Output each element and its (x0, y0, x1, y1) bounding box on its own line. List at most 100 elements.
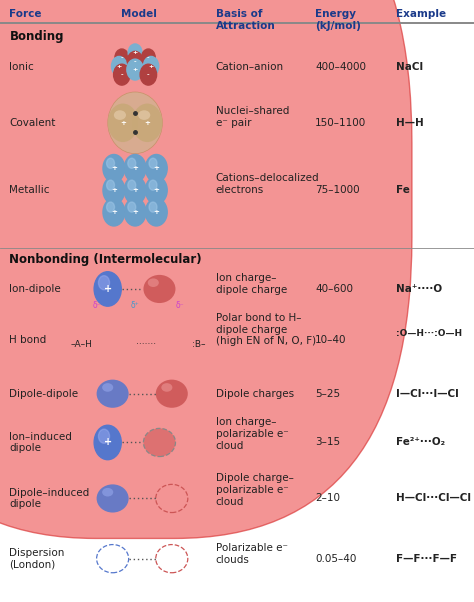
Ellipse shape (138, 110, 150, 120)
Text: H—Cl···Cl—Cl: H—Cl···Cl—Cl (396, 494, 471, 503)
Text: Ion charge–
polarizable e⁻
cloud: Ion charge– polarizable e⁻ cloud (216, 417, 288, 451)
Text: 400–4000: 400–4000 (315, 63, 366, 72)
Ellipse shape (161, 383, 173, 392)
Text: +: + (117, 64, 122, 69)
Text: Ion-dipole: Ion-dipole (9, 284, 61, 294)
Ellipse shape (108, 92, 163, 154)
Ellipse shape (102, 488, 113, 497)
Text: Cations–delocalized
electrons: Cations–delocalized electrons (216, 173, 319, 195)
Circle shape (94, 272, 121, 306)
Circle shape (128, 44, 142, 61)
Text: Polarizable e⁻
clouds: Polarizable e⁻ clouds (216, 543, 288, 565)
Text: NaCl: NaCl (396, 63, 423, 72)
Circle shape (146, 155, 167, 182)
Text: +: + (154, 166, 159, 172)
Text: Model: Model (121, 9, 157, 19)
Text: Metallic: Metallic (9, 185, 50, 195)
Text: +: + (148, 64, 154, 69)
Circle shape (140, 64, 156, 85)
Circle shape (107, 202, 115, 212)
Text: Energy
(kJ/mol): Energy (kJ/mol) (315, 9, 361, 31)
Text: Dipole charges: Dipole charges (216, 389, 294, 399)
Circle shape (149, 202, 157, 212)
Circle shape (146, 198, 167, 226)
Circle shape (103, 176, 125, 204)
FancyBboxPatch shape (0, 0, 412, 538)
Ellipse shape (97, 380, 128, 408)
Text: +: + (104, 438, 112, 447)
Circle shape (146, 176, 167, 204)
Text: -: - (134, 58, 137, 64)
Text: +: + (132, 67, 138, 72)
Text: 10–40: 10–40 (315, 335, 346, 344)
Text: -: - (120, 72, 123, 77)
Text: 0.05–40: 0.05–40 (315, 554, 356, 563)
Text: H bond: H bond (9, 335, 47, 344)
Ellipse shape (156, 380, 188, 408)
Text: +: + (144, 120, 150, 126)
Text: Dipole-dipole: Dipole-dipole (9, 389, 79, 399)
Text: :B–: :B– (192, 340, 206, 349)
Text: Dipole–induced
dipole: Dipole–induced dipole (9, 488, 90, 509)
Text: Ion charge–
dipole charge: Ion charge– dipole charge (216, 273, 287, 295)
Circle shape (124, 176, 146, 204)
Circle shape (128, 158, 136, 169)
Text: Nonbonding (Intermolecular): Nonbonding (Intermolecular) (9, 253, 202, 267)
Ellipse shape (108, 104, 138, 142)
Circle shape (141, 49, 155, 67)
Text: I—Cl···I—Cl: I—Cl···I—Cl (396, 389, 458, 399)
Text: +: + (111, 166, 117, 172)
Text: Na⁺····O: Na⁺····O (396, 284, 442, 294)
Text: +: + (132, 166, 138, 172)
Text: -: - (147, 72, 150, 77)
Ellipse shape (114, 110, 126, 120)
Text: +: + (132, 187, 138, 193)
Ellipse shape (144, 275, 175, 303)
Text: Dipole charge–
polarizable e⁻
cloud: Dipole charge– polarizable e⁻ cloud (216, 473, 293, 507)
Circle shape (94, 425, 121, 460)
Text: -: - (120, 55, 123, 60)
Ellipse shape (148, 278, 159, 287)
Circle shape (99, 276, 109, 290)
Text: 5–25: 5–25 (315, 389, 340, 399)
Circle shape (99, 429, 109, 443)
Text: δ⁺: δ⁺ (130, 302, 139, 310)
Text: +: + (154, 209, 159, 215)
Text: F—F···F—F: F—F···F—F (396, 554, 457, 563)
Circle shape (107, 180, 115, 190)
Circle shape (103, 155, 125, 182)
Text: +: + (132, 50, 138, 55)
Text: Fe²⁺···O₂: Fe²⁺···O₂ (396, 438, 445, 447)
Text: Polar bond to H–
dipole charge
(high EN of N, O, F): Polar bond to H– dipole charge (high EN … (216, 313, 316, 347)
Circle shape (143, 57, 159, 76)
Text: Force: Force (9, 9, 42, 19)
Text: Fe: Fe (396, 185, 410, 195)
Text: Dispersion
(London): Dispersion (London) (9, 548, 65, 569)
Text: Basis of
Attraction: Basis of Attraction (216, 9, 275, 31)
Circle shape (128, 51, 143, 71)
Text: Bonding: Bonding (9, 30, 64, 43)
Circle shape (127, 59, 143, 80)
Text: +: + (120, 120, 126, 126)
Text: 75–1000: 75–1000 (315, 185, 360, 195)
Circle shape (124, 198, 146, 226)
Text: +: + (111, 209, 117, 215)
Ellipse shape (144, 429, 175, 456)
Ellipse shape (102, 383, 113, 392)
Text: Cation–anion: Cation–anion (216, 63, 284, 72)
Text: δ⁻: δ⁻ (92, 302, 101, 310)
Text: :O—H···:O—H: :O—H···:O—H (396, 329, 462, 338)
Text: Example: Example (396, 9, 446, 19)
Text: 2–10: 2–10 (315, 494, 340, 503)
Circle shape (128, 180, 136, 190)
Circle shape (124, 155, 146, 182)
Text: +: + (132, 209, 138, 215)
Text: -: - (147, 55, 150, 60)
Circle shape (128, 202, 136, 212)
Text: +: + (111, 187, 117, 193)
Text: Nuclei–shared
e⁻ pair: Nuclei–shared e⁻ pair (216, 106, 289, 128)
Ellipse shape (132, 104, 163, 142)
Text: 40–600: 40–600 (315, 284, 353, 294)
Circle shape (115, 49, 129, 67)
Text: Ion–induced
dipole: Ion–induced dipole (9, 432, 73, 453)
